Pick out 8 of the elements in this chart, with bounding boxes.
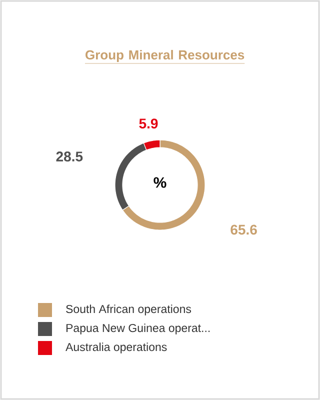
data-label: 5.9 xyxy=(139,118,158,129)
data-label: 65.6 xyxy=(230,224,257,235)
data-label: 28.5 xyxy=(56,152,83,162)
text: % xyxy=(154,177,166,188)
legend-label: Australia operations xyxy=(66,342,167,354)
legend-label: Papua New Guinea operat... xyxy=(66,324,210,334)
chart-title: Group Mineral Resources xyxy=(86,50,244,62)
legend-label: South African operations xyxy=(66,304,192,316)
